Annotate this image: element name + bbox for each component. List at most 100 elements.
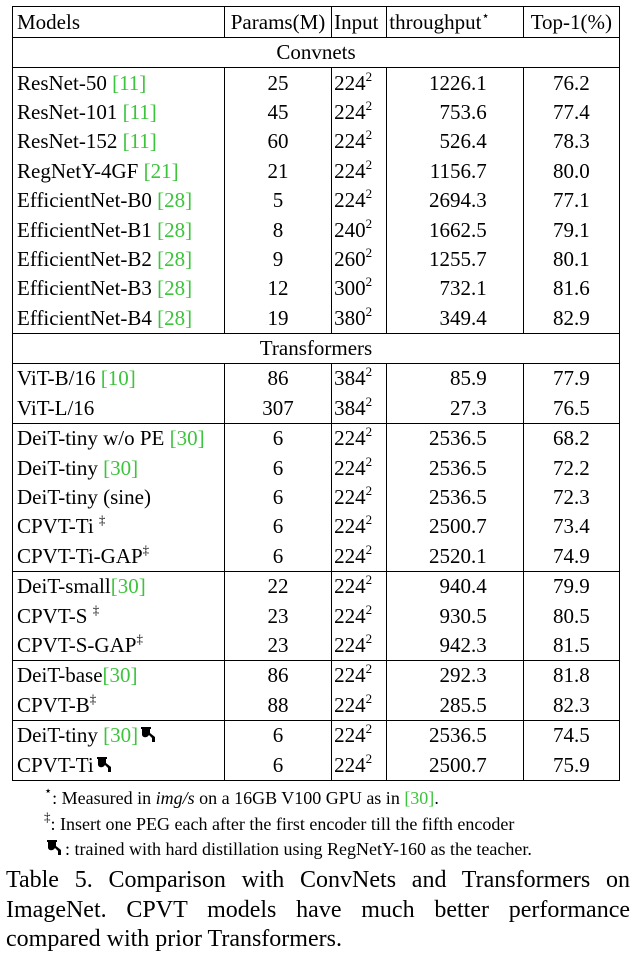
input-size: 224 — [334, 158, 366, 183]
throughput-value: 2500.7 — [386, 750, 524, 781]
section-transformers: Transformers — [12, 333, 620, 365]
citation-link[interactable]: [28] — [157, 188, 193, 213]
model-name: CPVT-S ‡ — [12, 601, 225, 631]
citation-link[interactable]: [11] — [122, 129, 157, 154]
citation-link[interactable]: [28] — [157, 217, 193, 242]
input-value: 2242 — [331, 571, 388, 602]
footnote-star-unit: img/s — [155, 788, 195, 808]
model-name: CPVT-Ti ‡ — [12, 512, 225, 542]
input-value: 2242 — [331, 423, 388, 454]
top1-value: 77.4 — [522, 97, 621, 128]
model-label: CPVT-S-GAP — [17, 633, 137, 657]
input-value: 2602 — [331, 244, 388, 275]
model-label: DeiT-small — [17, 574, 111, 599]
throughput-value: 2536.5 — [386, 453, 524, 483]
params-value: 60 — [223, 127, 333, 157]
model-label: ResNet-101 — [17, 99, 123, 124]
input-size: 224 — [334, 574, 366, 599]
model-label: ViT-L/16 — [17, 395, 95, 420]
input-exponent: 2 — [365, 68, 373, 84]
input-exponent: 2 — [365, 453, 373, 469]
citation-link[interactable]: [28] — [157, 276, 193, 301]
top1-value: 81.8 — [522, 660, 621, 691]
table-row: CPVT-S ‡ 23 2242 930.5 80.5 — [12, 601, 621, 631]
citation-link[interactable]: [30] — [103, 455, 139, 480]
table-footnotes: ⋆: Measured in img/s on a 16GB V100 GPU … — [20, 784, 632, 863]
top1-value: 77.1 — [522, 185, 621, 216]
model-name: ViT-B/16 [10] — [12, 363, 225, 394]
table-row: ResNet-50 [11] 25 2242 1226.1 76.2 — [12, 67, 621, 98]
input-exponent: 2 — [365, 541, 373, 557]
citation-link[interactable]: [30] — [103, 723, 139, 748]
table-row: EfficientNet-B1 [28] 8 2402 1662.5 79.1 — [12, 215, 621, 245]
top1-value: 80.0 — [522, 156, 621, 186]
model-name: ResNet-101 [11] — [12, 97, 225, 128]
table-row: DeiT-tiny [30] 6 2242 2536.5 72.2 — [12, 453, 621, 483]
citation-link[interactable]: [30] — [169, 426, 205, 451]
citation-link[interactable]: [10] — [100, 366, 136, 391]
alembic-icon — [96, 756, 111, 772]
params-value: 88 — [223, 690, 333, 721]
throughput-value: 2500.7 — [386, 512, 524, 542]
model-label: DeiT-base — [17, 663, 103, 688]
params-value: 23 — [223, 601, 333, 631]
input-exponent: 2 — [365, 512, 373, 528]
input-exponent: 2 — [365, 424, 373, 440]
top1-value: 72.3 — [522, 482, 621, 513]
input-value: 2242 — [331, 185, 388, 216]
input-value: 2242 — [331, 97, 388, 128]
citation-link[interactable]: [30] — [102, 663, 138, 688]
section-convnets: Convnets — [12, 37, 620, 69]
citation-link[interactable]: [21] — [143, 158, 179, 183]
section-label-transformers: Transformers — [12, 333, 620, 365]
table-row: DeiT-tiny (sine) 6 2242 2536.5 72.3 — [12, 482, 621, 513]
citation-link[interactable]: [28] — [157, 305, 193, 330]
input-value: 2242 — [331, 482, 388, 513]
top1-value: 73.4 — [522, 512, 621, 542]
input-value: 2242 — [331, 156, 388, 186]
citation-link[interactable]: [11] — [112, 70, 147, 95]
input-size: 224 — [334, 663, 366, 688]
input-value: 2402 — [331, 215, 388, 245]
top1-value: 81.6 — [522, 274, 621, 304]
table-row: CPVT-Ti 6 2242 2500.7 75.9 — [12, 750, 621, 781]
params-value: 6 — [223, 750, 333, 781]
input-size: 224 — [334, 99, 366, 124]
throughput-value: 2536.5 — [386, 423, 524, 454]
model-name: DeiT-tiny [30] — [12, 453, 225, 483]
throughput-value: 2536.5 — [386, 482, 524, 513]
input-value: 3802 — [331, 303, 388, 334]
input-exponent: 2 — [365, 303, 373, 319]
model-label: CPVT-S — [17, 603, 93, 628]
params-value: 22 — [223, 571, 333, 602]
params-value: 86 — [223, 660, 333, 691]
model-label: EfficientNet-B4 — [17, 305, 158, 330]
section-label-convnets: Convnets — [12, 37, 620, 69]
citation-link[interactable]: [30] — [110, 574, 146, 599]
input-size: 224 — [334, 543, 366, 568]
model-label: DeiT-tiny w/o PE — [17, 426, 170, 451]
citation-link[interactable]: [11] — [122, 99, 157, 124]
header-input: Input — [331, 6, 388, 38]
input-exponent: 2 — [365, 186, 373, 202]
citation-link[interactable]: [30] — [404, 788, 435, 808]
model-label: CPVT-Ti — [17, 514, 99, 539]
input-value: 2242 — [331, 630, 388, 661]
top1-value: 78.3 — [522, 127, 621, 157]
caption-line-3: compared with prior Transformers. — [6, 926, 342, 952]
input-size: 300 — [334, 276, 366, 301]
citation-link[interactable]: [28] — [157, 246, 193, 271]
table-caption: Table 5. Comparison with ConvNets and Tr… — [6, 866, 630, 955]
input-exponent: 2 — [365, 601, 373, 617]
model-name: DeiT-tiny [30] — [12, 719, 225, 751]
input-value: 2242 — [331, 690, 388, 721]
input-value: 3842 — [331, 363, 388, 394]
header-throughput-label: throughput — [389, 9, 482, 34]
top1-value: 82.3 — [522, 690, 621, 721]
params-value: 25 — [223, 67, 333, 98]
top1-value: 68.2 — [522, 423, 621, 454]
throughput-value: 1255.7 — [386, 244, 524, 275]
input-exponent: 2 — [365, 364, 373, 380]
throughput-value: 1226.1 — [386, 67, 524, 98]
model-name: DeiT-tiny (sine) — [12, 482, 225, 513]
